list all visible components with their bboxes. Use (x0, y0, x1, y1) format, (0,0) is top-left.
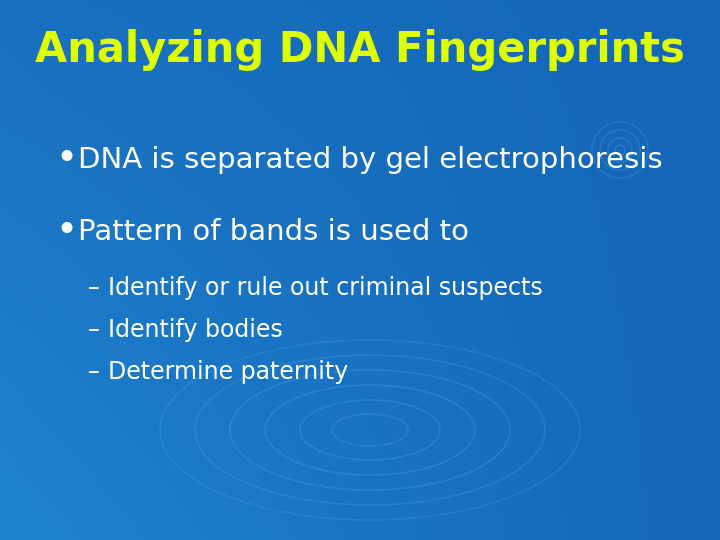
Text: Identify bodies: Identify bodies (108, 318, 283, 342)
Text: –: – (88, 318, 100, 342)
Text: Determine paternity: Determine paternity (108, 360, 348, 384)
Text: Analyzing DNA Fingerprints: Analyzing DNA Fingerprints (35, 29, 685, 71)
Text: –: – (88, 360, 100, 384)
Text: Pattern of bands is used to: Pattern of bands is used to (78, 218, 469, 246)
Text: –: – (88, 276, 100, 300)
Text: •: • (55, 214, 77, 250)
Text: DNA is separated by gel electrophoresis: DNA is separated by gel electrophoresis (78, 146, 662, 174)
Text: •: • (55, 142, 77, 178)
Text: Identify or rule out criminal suspects: Identify or rule out criminal suspects (108, 276, 543, 300)
